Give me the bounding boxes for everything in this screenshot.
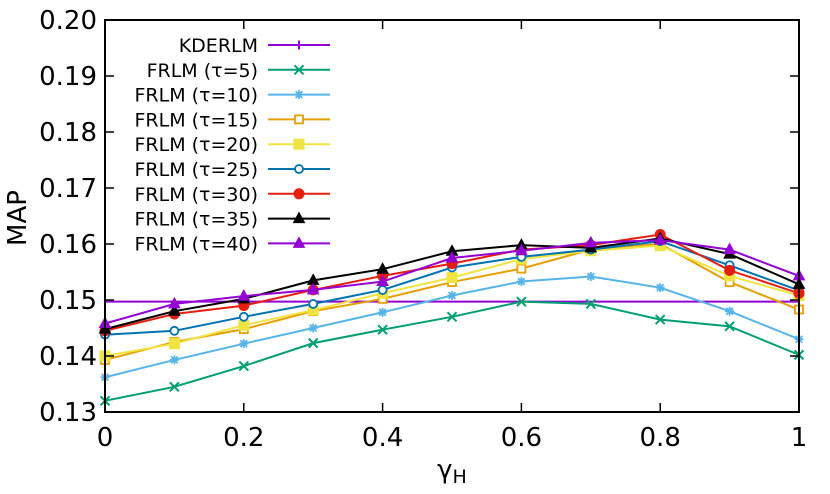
legend-entry: FRLM (τ=35) — [134, 209, 330, 231]
x-tick-label: 0.8 — [640, 423, 681, 453]
data-point — [294, 40, 304, 50]
series-1 — [99, 296, 805, 407]
legend-label: FRLM (τ=15) — [134, 109, 258, 131]
data-point — [446, 272, 458, 284]
data-point — [584, 235, 598, 248]
data-point — [292, 236, 306, 248]
legend-entry: FRLM (τ=40) — [134, 233, 330, 255]
data-point — [376, 274, 389, 287]
legend-label: FRLM (τ=35) — [134, 209, 258, 231]
data-point — [306, 282, 320, 295]
data-point — [724, 264, 736, 276]
y-tick-label: 0.16 — [39, 230, 97, 260]
x-tick-label: 0.2 — [223, 423, 264, 453]
plot-marks — [98, 228, 806, 407]
y-axis-label: MAP — [3, 190, 33, 246]
data-point — [308, 323, 318, 333]
data-point — [308, 299, 319, 309]
data-point — [446, 311, 458, 323]
data-point — [378, 307, 388, 317]
data-point — [376, 262, 389, 274]
legend-label: KDERLM — [179, 35, 258, 57]
x-tick-label: 1 — [791, 423, 808, 453]
legend-label: FRLM (τ=20) — [134, 134, 258, 156]
y-tick-label: 0.14 — [39, 342, 97, 372]
data-point — [293, 64, 305, 76]
y-tick-label: 0.20 — [39, 6, 97, 36]
series-8 — [98, 233, 806, 329]
legend-entry: FRLM (τ=25) — [134, 159, 330, 181]
legend-entry: FRLM (τ=20) — [134, 134, 330, 156]
data-point — [445, 250, 459, 263]
legend-label: FRLM (τ=10) — [134, 85, 258, 107]
x-axis-label-main: γ — [437, 455, 452, 485]
legend-entry: FRLM (τ=10) — [134, 85, 330, 107]
data-point — [516, 277, 526, 287]
data-point — [169, 325, 180, 336]
data-point — [238, 311, 249, 322]
legend-entry: FRLM (τ=30) — [134, 184, 330, 206]
data-point — [585, 298, 597, 310]
series-2 — [100, 271, 804, 382]
data-point — [723, 242, 736, 255]
data-point — [725, 306, 735, 316]
y-tick-label: 0.17 — [39, 174, 97, 204]
plot-frame — [104, 19, 800, 413]
data-point — [239, 339, 249, 349]
x-axis-label: γH — [437, 455, 467, 488]
data-point — [294, 90, 304, 100]
data-point — [294, 164, 304, 174]
data-point — [168, 296, 181, 309]
legend-entry: FRLM (τ=5) — [147, 60, 330, 82]
data-point — [655, 283, 665, 293]
data-point — [293, 188, 305, 200]
data-point — [586, 271, 596, 281]
data-point — [515, 243, 528, 256]
data-point — [292, 211, 306, 224]
data-point — [168, 338, 180, 350]
data-point — [169, 355, 179, 365]
legend-label: FRLM (τ=25) — [134, 159, 258, 181]
data-point — [237, 289, 251, 301]
data-point — [516, 263, 527, 274]
legend-label: FRLM (τ=5) — [147, 60, 258, 82]
data-point — [377, 285, 388, 295]
data-point — [169, 381, 180, 393]
data-point — [516, 296, 527, 307]
x-tick-label: 0.6 — [501, 423, 542, 453]
data-point — [724, 321, 735, 332]
y-tick-label: 0.13 — [39, 398, 97, 428]
data-point — [307, 337, 319, 349]
data-point — [238, 319, 250, 331]
data-point — [377, 324, 388, 335]
y-tick-label: 0.19 — [39, 62, 97, 92]
data-point — [294, 114, 304, 125]
x-tick-label: 0.4 — [362, 423, 403, 453]
legend-label: FRLM (τ=30) — [134, 184, 258, 206]
data-point — [447, 291, 457, 301]
legend: KDERLM FRLM (τ=5) FRLM (τ=10)FRLM (τ=15) FR… — [134, 35, 330, 255]
legend-label: FRLM (τ=40) — [134, 233, 258, 255]
data-point — [238, 360, 250, 372]
x-tick-label: 0 — [97, 423, 114, 453]
y-tick-label: 0.15 — [39, 286, 97, 316]
legend-entry: KDERLM — [179, 35, 330, 57]
data-point — [293, 138, 305, 150]
data-point — [653, 233, 667, 245]
axes: 0.13 0.14 0.15 0.16 0.17 0.18 0.19 0.20 0 0.2 0.4 0… — [39, 6, 807, 453]
x-axis-label-sub: H — [453, 466, 467, 488]
data-point — [168, 304, 181, 316]
legend-entry: FRLM (τ=15) — [134, 109, 330, 131]
y-tick-label: 0.18 — [39, 118, 97, 148]
data-point — [654, 314, 666, 325]
